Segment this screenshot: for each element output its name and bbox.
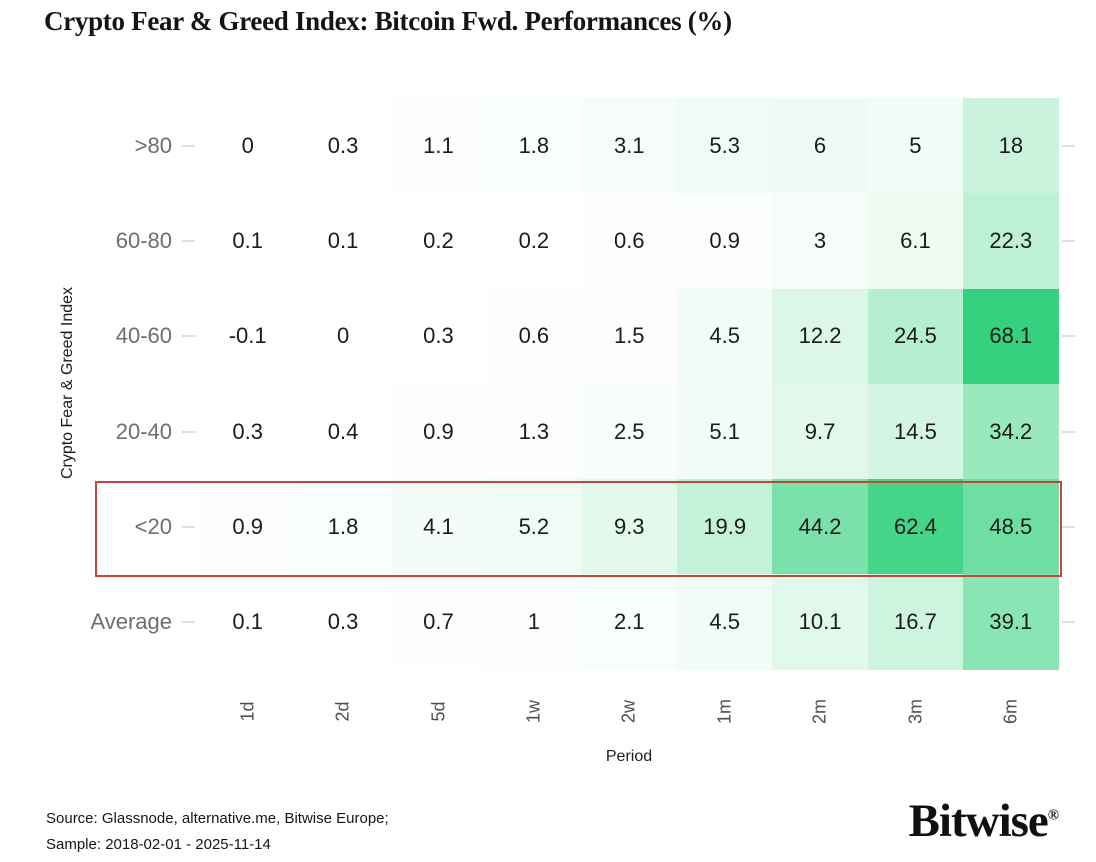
source-note: Source: Glassnode, alternative.me, Bitwi… [46,806,389,858]
heatmap-cell: 0.1 [200,574,296,670]
heatmap-cell: 34.2 [963,383,1059,480]
heatmap-cell: 1.5 [581,288,677,384]
heatmap-grid: 0 0.3 1.1 1.8 3.1 5.3 6 5 18 0.1 0.1 0.2 0.2 0.6 0.9 3 6… [200,98,1059,670]
heatmap-cell: 9.7 [772,383,868,480]
heatmap-cell: 4.5 [676,288,773,384]
x-tick-label: 1m [714,699,735,725]
highlight-box [95,481,1062,578]
bitwise-logo-text: Bitwise [908,795,1049,847]
axis-tick [1062,430,1075,433]
heatmap-cell: 44.2 [772,479,868,575]
heatmap-cell: 12.2 [772,288,868,384]
heatmap-cell: 22.3 [963,193,1059,289]
axis-tick [182,239,195,242]
heatmap-cell: -0.1 [200,288,296,384]
axis-tick [1062,144,1075,147]
heatmap-cell: 5.2 [486,479,582,575]
heatmap-cell: 0.6 [581,193,677,289]
axis-tick [1062,239,1075,242]
heatmap-cell: 19.9 [676,479,773,575]
heatmap-cell: 3 [772,193,868,289]
x-tick-label: 6m [1000,699,1021,725]
axis-tick [182,525,195,528]
x-tick-label: 2m [809,699,830,725]
registered-mark-icon: ® [1047,807,1059,824]
heatmap-cell: 6 [772,98,868,194]
heatmap-cell: 0.3 [200,383,296,480]
y-axis-title: Crypto Fear & Greed Index [59,286,76,480]
heatmap-cell: 0.9 [390,383,487,480]
x-tick-label: 1w [523,700,544,724]
heatmap-cell: 9.3 [581,479,677,575]
heatmap-cell: 1.1 [390,98,487,194]
chart-title: Crypto Fear & Greed Index: Bitcoin Fwd. … [44,6,732,36]
x-axis-title: Period [605,748,653,765]
heatmap-cell: 0.6 [486,288,582,384]
axis-tick [182,430,195,433]
heatmap-cell: 6.1 [867,193,964,289]
heatmap-cell: 5.3 [676,98,773,194]
heatmap-cell: 0.4 [295,383,391,480]
y-tick-label: <20 [134,513,172,539]
heatmap-cell: 10.1 [772,574,868,670]
heatmap-cell: 4.5 [676,574,773,670]
heatmap-cell: 0.3 [295,574,391,670]
heatmap-cell: 0.9 [676,193,773,289]
heatmap-cell: 0.1 [295,193,391,289]
heatmap-cell: 0.3 [295,98,391,194]
axis-tick [1062,621,1075,624]
y-tick-label: 40-60 [115,323,172,349]
axis-tick [1062,335,1075,338]
x-tick-label: 5d [428,701,448,722]
y-tick-label: 20-40 [115,418,172,444]
heatmap-cell: 24.5 [867,288,964,384]
sample-line: Sample: 2018-02-01 - 2025-11-14 [46,836,271,853]
source-line: Source: Glassnode, alternative.me, Bitwi… [46,810,389,827]
heatmap-cell: 39.1 [963,574,1059,670]
heatmap-cell: 0.9 [200,479,296,575]
heatmap-cell: 18 [963,98,1059,194]
axis-tick [182,621,195,624]
heatmap-cell: 1.8 [486,98,582,194]
heatmap-cell: 0 [200,98,296,194]
heatmap-cell: 14.5 [867,383,964,480]
heatmap-cell: 0 [295,288,391,384]
x-tick-label: 2d [332,701,353,722]
y-tick-label: 60-80 [115,227,172,253]
axis-tick [1062,525,1075,528]
heatmap-cell: 5.1 [676,383,773,480]
heatmap-cell: 0.2 [486,193,582,289]
x-tick-label: 2w [618,700,639,724]
heatmap-cell: 2.1 [581,574,677,670]
heatmap-cell: 4.1 [390,479,487,575]
heatmap-cell: 48.5 [963,479,1059,575]
heatmap-cell: 3.1 [581,98,677,194]
heatmap-cell: 68.1 [963,288,1059,384]
axis-tick [182,335,195,338]
heatmap-cell: 1 [486,574,582,670]
heatmap-cell: 62.4 [867,479,964,575]
heatmap-cell: 5 [867,98,964,194]
y-tick-label: >80 [134,132,172,158]
heatmap-cell: 1.3 [486,383,582,480]
heatmap-cell: 2.5 [581,383,677,480]
bitwise-logo: Bitwise® [908,794,1059,848]
axis-tick [182,144,195,147]
heatmap-cell: 0.7 [390,574,487,670]
heatmap-cell: 0.2 [390,193,487,289]
y-tick-label: Average [90,609,172,635]
x-tick-label: 3m [905,699,925,725]
heatmap-cell: 16.7 [867,574,964,670]
heatmap-cell: 0.1 [200,193,296,289]
heatmap-cell: 1.8 [295,479,391,575]
x-tick-label: 1d [237,701,258,722]
heatmap-cell: 0.3 [390,288,487,384]
